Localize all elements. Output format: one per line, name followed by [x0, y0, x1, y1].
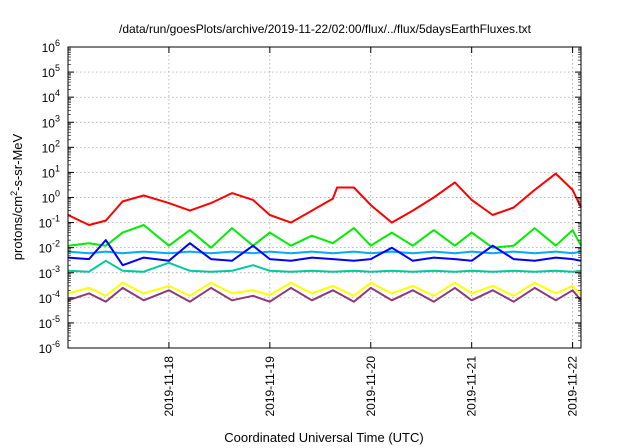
y-tick-label: 101 [42, 163, 60, 180]
y-tick-label-base: 10 [39, 267, 53, 281]
y-tick-label-exp: -3 [52, 264, 60, 274]
series-line-2 [67, 224, 582, 249]
y-tick-label-base: 10 [42, 166, 56, 180]
series-line-1 [67, 172, 582, 226]
x-tick-label: 2019-11-22 [566, 356, 580, 417]
y-axis: 10610510410310210110010-110-210-310-410-… [39, 38, 581, 356]
y-axis-label: protons/cm2-s-sr-MeV [9, 133, 25, 260]
x-axis-label: Coordinated Universal Time (UTC) [224, 430, 423, 445]
y-tick-label-base: 10 [39, 342, 53, 356]
x-tick-label: 2019-11-19 [263, 356, 277, 417]
y-tick-label-base: 10 [39, 242, 53, 256]
y-tick-label-exp: -1 [52, 214, 60, 224]
y-tick-label-exp: 1 [55, 163, 60, 173]
y-tick-label-base: 10 [39, 217, 53, 231]
y-tick-label: 102 [42, 138, 60, 155]
y-tick-label: 10-4 [39, 289, 60, 306]
y-tick-label: 106 [42, 38, 60, 55]
series-line-5 [67, 259, 582, 273]
x-tick-label: 2019-11-20 [364, 356, 378, 417]
series-line-7 [67, 286, 582, 303]
y-tick-label-base: 10 [42, 116, 56, 130]
y-tick-label-base: 10 [42, 41, 56, 55]
y-tick-label-exp: 5 [55, 63, 60, 73]
y-tick-label-base: 10 [42, 91, 56, 105]
y-tick-label-base: 10 [42, 192, 56, 206]
series-line-4 [67, 239, 582, 267]
y-tick-label-base: 10 [39, 317, 53, 331]
y-tick-label: 10-1 [39, 214, 60, 231]
x-tick-label: 2019-11-18 [162, 356, 176, 417]
y-tick-label: 100 [42, 189, 60, 206]
y-axis-label-rest: -s-sr-MeV [10, 133, 25, 190]
series-line-6 [67, 281, 582, 297]
y-tick-label-exp: 0 [55, 189, 60, 199]
y-tick-label-exp: -2 [52, 239, 60, 249]
series-line-3 [67, 250, 582, 255]
y-tick-label: 10-5 [39, 314, 60, 331]
y-tick-label-exp: -6 [52, 339, 60, 349]
y-tick-label: 105 [42, 63, 60, 80]
y-tick-label: 10-6 [39, 339, 60, 356]
y-tick-label-exp: 6 [55, 38, 60, 48]
y-tick-label: 104 [42, 88, 60, 105]
chart-title: /data/run/goesPlots/archive/2019-11-22/0… [119, 22, 532, 36]
grid [68, 47, 581, 348]
y-tick-label-exp: 4 [55, 88, 60, 98]
y-tick-label-exp: -4 [52, 289, 60, 299]
y-tick-label: 10-2 [39, 239, 60, 256]
y-tick-label-base: 10 [39, 292, 53, 306]
y-tick-label-exp: 2 [55, 138, 60, 148]
y-tick-label: 103 [42, 113, 60, 130]
y-tick-label-exp: 3 [55, 113, 60, 123]
y-axis-label-sup: 2 [9, 191, 19, 196]
x-axis: 2019-11-18 2019-11-19 2019-11-20 2019-11-21… [162, 47, 580, 417]
y-tick-label-exp: -5 [52, 314, 60, 324]
x-tick-label: 2019-11-21 [465, 356, 479, 417]
y-tick-label-base: 10 [42, 66, 56, 80]
y-tick-label-base: 10 [42, 141, 56, 155]
y-tick-label: 10-3 [39, 264, 60, 281]
y-axis-label-base: protons/cm [10, 196, 25, 260]
series-group [67, 172, 582, 303]
